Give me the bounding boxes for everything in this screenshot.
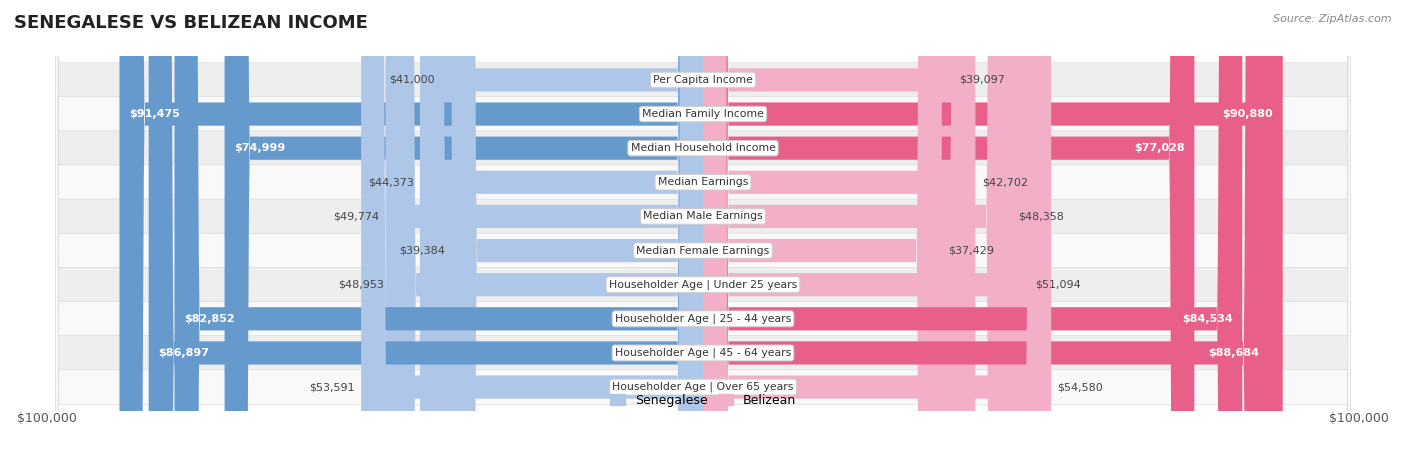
FancyBboxPatch shape [385,0,703,467]
FancyBboxPatch shape [55,0,1351,467]
FancyBboxPatch shape [420,0,703,467]
FancyBboxPatch shape [703,0,1011,467]
FancyBboxPatch shape [703,0,1268,467]
Text: $53,591: $53,591 [309,382,354,392]
Text: Median Family Income: Median Family Income [643,109,763,119]
Text: $84,534: $84,534 [1182,314,1233,324]
FancyBboxPatch shape [55,0,1351,467]
Text: $39,384: $39,384 [399,246,446,255]
FancyBboxPatch shape [441,0,703,467]
FancyBboxPatch shape [703,0,1243,467]
Text: $42,702: $42,702 [981,177,1028,187]
FancyBboxPatch shape [361,0,703,467]
Text: $86,897: $86,897 [159,348,209,358]
FancyBboxPatch shape [55,0,1351,467]
Text: Median Earnings: Median Earnings [658,177,748,187]
Text: $44,373: $44,373 [368,177,413,187]
Text: $91,475: $91,475 [129,109,180,119]
Text: Source: ZipAtlas.com: Source: ZipAtlas.com [1274,14,1392,24]
Text: Householder Age | 25 - 44 years: Householder Age | 25 - 44 years [614,313,792,324]
Text: Per Capita Income: Per Capita Income [652,75,754,85]
Text: $82,852: $82,852 [184,314,235,324]
FancyBboxPatch shape [55,0,1351,467]
Text: $41,000: $41,000 [389,75,434,85]
FancyBboxPatch shape [451,0,703,467]
FancyBboxPatch shape [391,0,703,467]
Text: Householder Age | Under 25 years: Householder Age | Under 25 years [609,279,797,290]
FancyBboxPatch shape [703,0,1194,467]
FancyBboxPatch shape [703,0,1029,467]
FancyBboxPatch shape [174,0,703,467]
Text: $54,580: $54,580 [1057,382,1104,392]
Text: $48,953: $48,953 [339,280,384,290]
Text: $37,429: $37,429 [948,246,994,255]
FancyBboxPatch shape [703,0,1052,467]
Text: Median Male Earnings: Median Male Earnings [643,212,763,221]
Legend: Senegalese, Belizean: Senegalese, Belizean [605,389,801,412]
FancyBboxPatch shape [55,0,1351,467]
FancyBboxPatch shape [120,0,703,467]
FancyBboxPatch shape [55,0,1351,467]
FancyBboxPatch shape [703,0,942,467]
Text: $74,999: $74,999 [235,143,285,153]
Text: $51,094: $51,094 [1035,280,1081,290]
Text: $100,000: $100,000 [1329,411,1389,425]
Text: Householder Age | 45 - 64 years: Householder Age | 45 - 64 years [614,348,792,358]
Text: $88,684: $88,684 [1208,348,1260,358]
Text: $49,774: $49,774 [333,212,380,221]
Text: $100,000: $100,000 [17,411,77,425]
FancyBboxPatch shape [55,0,1351,467]
Text: SENEGALESE VS BELIZEAN INCOME: SENEGALESE VS BELIZEAN INCOME [14,14,368,32]
FancyBboxPatch shape [55,0,1351,467]
Text: Householder Age | Over 65 years: Householder Age | Over 65 years [612,382,794,392]
FancyBboxPatch shape [55,0,1351,467]
FancyBboxPatch shape [703,0,952,467]
FancyBboxPatch shape [55,0,1351,467]
Text: Median Household Income: Median Household Income [630,143,776,153]
Text: $48,358: $48,358 [1018,212,1064,221]
FancyBboxPatch shape [149,0,703,467]
FancyBboxPatch shape [703,0,1282,467]
FancyBboxPatch shape [225,0,703,467]
FancyBboxPatch shape [703,0,976,467]
Text: $90,880: $90,880 [1223,109,1274,119]
Text: $39,097: $39,097 [959,75,1005,85]
Text: Median Female Earnings: Median Female Earnings [637,246,769,255]
Text: $77,028: $77,028 [1135,143,1185,153]
